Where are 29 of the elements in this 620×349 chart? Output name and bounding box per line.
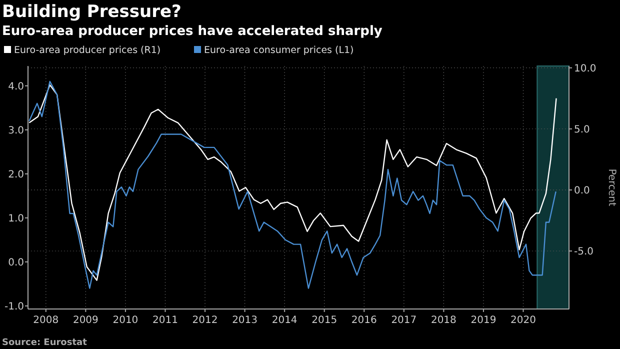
x-tick-label: 2017 (391, 315, 417, 326)
y-tick-label: 3.0 (8, 125, 24, 136)
source-note: Source: Eurostat (2, 338, 88, 348)
y-tick-label: 1.0 (8, 213, 24, 224)
x-tick-label: 2008 (33, 315, 59, 326)
x-tick-label: 2014 (272, 315, 298, 326)
x-tick-label: 2016 (351, 315, 377, 326)
y2-tick-label: 5.0 (574, 124, 590, 136)
y-tick-label: -1.0 (4, 301, 24, 312)
y2-tick-label: 10.0 (574, 63, 596, 74)
x-tick-label: 2015 (312, 315, 338, 326)
x-tick-label: 2010 (112, 315, 138, 326)
legend-label: Euro-area consumer prices (L1) (204, 45, 354, 56)
x-tick-label: 2020 (510, 315, 536, 326)
x-tick-label: 2018 (430, 315, 456, 326)
y2-tick-label: 0.0 (574, 185, 590, 196)
legend-label: Euro-area producer prices (R1) (14, 45, 161, 56)
y2-tick-label: -5.0 (574, 246, 594, 258)
y-tick-label: 2.0 (8, 169, 24, 180)
x-tick-label: 2019 (470, 315, 496, 326)
x-tick-label: 2011 (152, 315, 178, 326)
y-tick-label: 0.0 (8, 257, 24, 268)
x-tick-label: 2013 (232, 315, 258, 326)
x-tick-label: 2012 (192, 315, 218, 326)
chart-subtitle: Euro-area producer prices have accelerated sharply (2, 24, 383, 39)
y-tick-label: 4.0 (8, 81, 24, 92)
x-tick-label: 2009 (72, 315, 98, 326)
y2-axis-title: Percent (606, 168, 617, 206)
chart-title: Building Pressure? (2, 2, 182, 22)
